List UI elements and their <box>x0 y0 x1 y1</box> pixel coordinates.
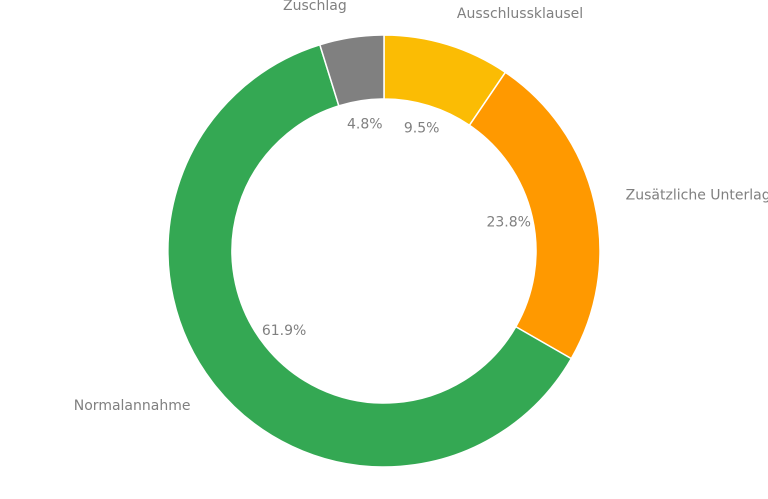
category-label-zuschlag: Zuschlag <box>283 0 347 14</box>
percent-label-normalannahme: 61.9% <box>262 323 306 339</box>
category-label-ausschlussklausel: Ausschlussklausel <box>457 6 583 22</box>
slice-group <box>167 34 601 468</box>
percent-label-zuschlag: 4.8% <box>347 116 383 132</box>
slice-normalannahme <box>167 43 573 468</box>
category-label-normalannahme: Normalannahme <box>74 398 191 414</box>
slice-zuschlag <box>319 34 385 107</box>
percent-label-group: 9.5% 23.8% 61.9% 4.8% <box>262 116 531 339</box>
category-label-group: Ausschlussklausel Zusätzliche Unterlagen N… <box>74 0 768 414</box>
percent-label-ausschlussklausel: 9.5% <box>404 121 440 137</box>
category-label-zusaetzliche-unterlagen: Zusätzliche Unterlagen <box>626 187 768 203</box>
percent-label-zusaetzliche-unterlagen: 23.8% <box>486 214 530 230</box>
